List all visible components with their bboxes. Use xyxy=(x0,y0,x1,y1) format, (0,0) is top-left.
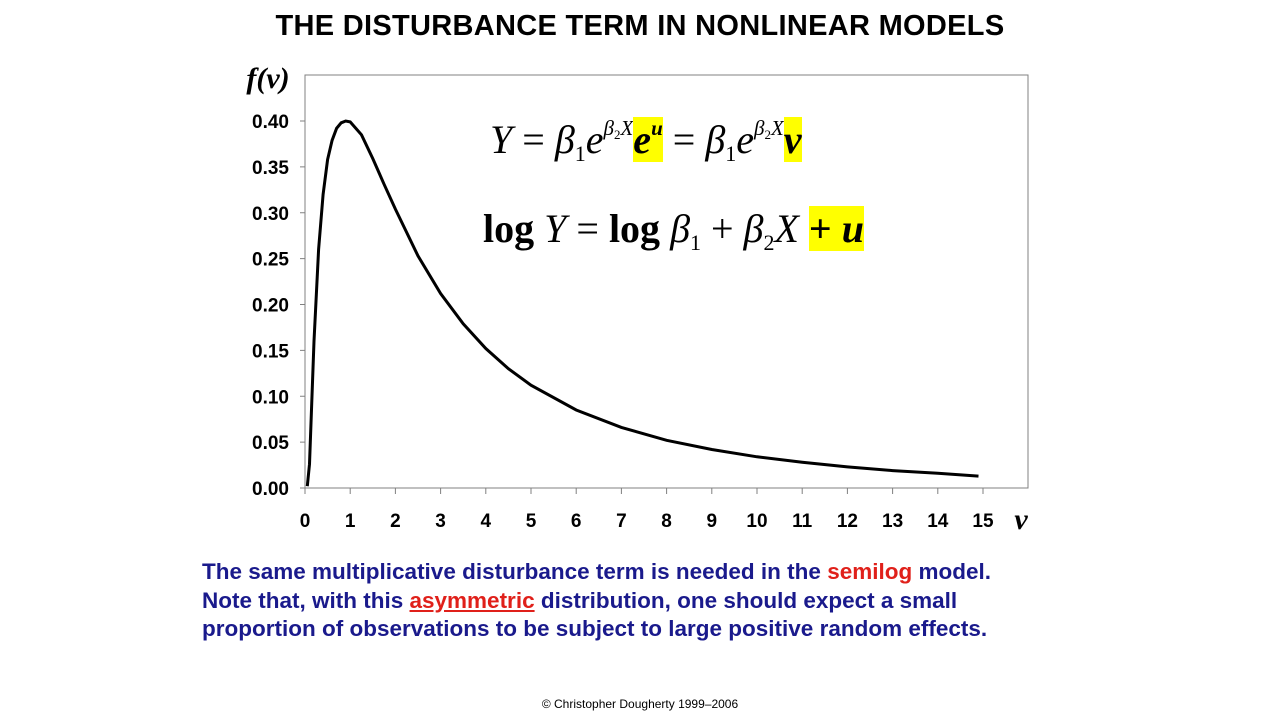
density-curve xyxy=(305,119,979,487)
x-tick-label: 7 xyxy=(616,511,627,532)
y-tick-label: 0.40 xyxy=(252,112,289,133)
x-tick-label: 13 xyxy=(882,511,903,532)
x-tick-label: 0 xyxy=(300,511,311,532)
axes xyxy=(300,120,984,494)
y-tick-label: 0.10 xyxy=(252,387,289,408)
x-tick-label: 5 xyxy=(526,511,537,532)
y-tick-label: 0.05 xyxy=(252,433,289,454)
explanation-line-2: Note that, with this asymmetric distribu… xyxy=(202,587,958,613)
x-tick-label: 4 xyxy=(481,511,492,532)
x-tick-label: 2 xyxy=(390,511,401,532)
y-tick-label: 0.25 xyxy=(252,250,289,271)
y-tick-label: 0.15 xyxy=(252,341,289,362)
x-tick-label: 15 xyxy=(972,511,994,532)
x-tick-label: 14 xyxy=(927,511,949,532)
y-axis-label: f(v) xyxy=(246,62,289,95)
y-tick-label: 0.00 xyxy=(252,479,289,500)
explanation-line-3: proportion of observations to be subject… xyxy=(202,616,988,641)
x-axis-label: v xyxy=(1014,503,1028,536)
x-tick-label: 3 xyxy=(435,511,446,532)
x-tick-label: 1 xyxy=(345,511,356,532)
x-tick-label: 8 xyxy=(661,511,672,532)
equation-exponential-model: Y = β1eβ2Xeu = β1eβ2Xv xyxy=(490,116,802,166)
slide-title: THE DISTURBANCE TERM IN NONLINEAR MODELS xyxy=(275,10,1005,42)
explanation-line-1: The same multiplicative disturbance term… xyxy=(202,559,991,584)
x-tick-labels: 0 1 2 3 4 5 6 7 8 9 10 11 12 13 14 15 xyxy=(300,511,994,532)
x-tick-label: 6 xyxy=(571,511,582,532)
y-tick-label: 0.30 xyxy=(252,204,289,225)
explanation-text: The same multiplicative disturbance term… xyxy=(202,558,1202,644)
x-tick-label: 9 xyxy=(707,511,718,532)
equation-semilog-model: log Y = log β1 + β2X + u xyxy=(483,206,864,255)
x-tick-label: 11 xyxy=(792,511,813,532)
x-tick-label: 12 xyxy=(837,511,858,532)
y-tick-labels: 0.00 0.05 0.10 0.15 0.20 0.25 0.30 0.35 0.40 xyxy=(252,112,289,500)
y-tick-label: 0.20 xyxy=(252,296,289,317)
x-tick-label: 10 xyxy=(746,511,767,532)
y-tick-label: 0.35 xyxy=(252,158,289,179)
copyright: © Christopher Dougherty 1999–2006 xyxy=(541,697,739,711)
